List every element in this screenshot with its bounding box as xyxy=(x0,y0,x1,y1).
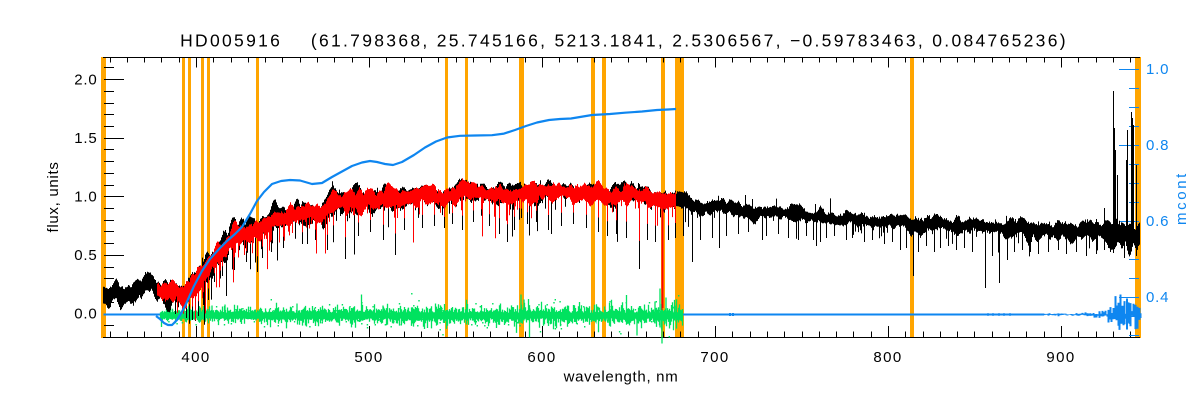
svg-text:400: 400 xyxy=(181,349,210,366)
svg-text:0.5: 0.5 xyxy=(74,247,97,264)
svg-text:wavelength, nm: wavelength, nm xyxy=(563,369,679,386)
svg-text:flux, units: flux, units xyxy=(45,161,62,232)
svg-text:0.0: 0.0 xyxy=(74,306,97,323)
svg-text:1.0: 1.0 xyxy=(74,189,97,206)
svg-text:0.6: 0.6 xyxy=(1146,213,1169,230)
svg-text:900: 900 xyxy=(1046,349,1075,366)
svg-text:600: 600 xyxy=(527,349,556,366)
svg-text:800: 800 xyxy=(873,349,902,366)
svg-text:1.0: 1.0 xyxy=(1146,61,1169,78)
svg-text:HD005916 (61.798368, 25.745: HD005916 (61.798368, 25.745166, 5213.184… xyxy=(180,31,1068,51)
svg-text:500: 500 xyxy=(354,349,383,366)
svg-text:2.0: 2.0 xyxy=(74,71,97,88)
svg-text:mcont: mcont xyxy=(1173,171,1190,225)
svg-text:700: 700 xyxy=(700,349,729,366)
svg-text:0.4: 0.4 xyxy=(1146,289,1169,306)
svg-text:1.5: 1.5 xyxy=(74,130,97,147)
svg-text:0.8: 0.8 xyxy=(1146,137,1169,154)
